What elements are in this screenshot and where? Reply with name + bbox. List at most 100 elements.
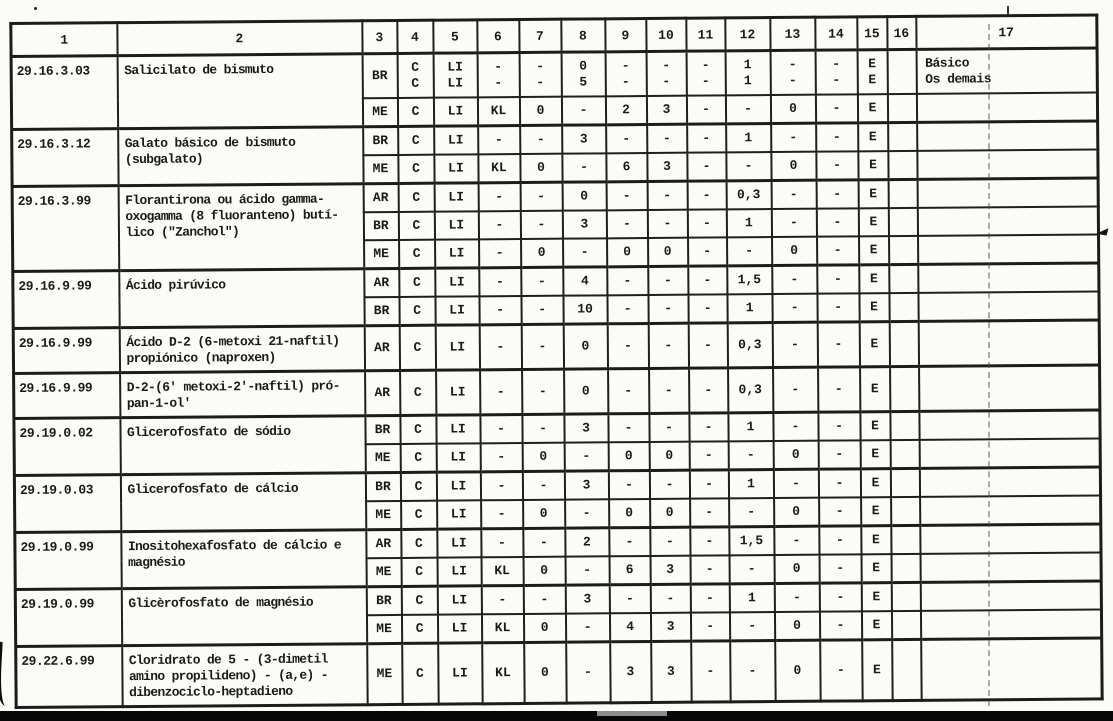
value-cell: 3 <box>650 555 691 585</box>
value-cell <box>887 122 917 152</box>
table-row-group: 29.16.3.12 Galato básico de bismuto (subg… <box>11 120 1099 187</box>
description-cell: Ácido pirúvico <box>118 268 365 328</box>
value-cell: LI <box>435 369 480 416</box>
value-cell: C <box>398 183 435 212</box>
value-cell: - <box>817 366 860 413</box>
code-cell: 29.16.3.99 <box>12 185 119 272</box>
value-cell: KL <box>481 642 525 704</box>
value-cell: - <box>687 294 728 324</box>
table-row-group: 29.19.0.03 Glicerofosfato de cálcio BR C LI -… <box>14 466 1101 533</box>
value-cell: C <box>398 268 435 297</box>
header-cell: 3 <box>361 20 398 54</box>
value-cell: LI <box>435 414 481 444</box>
value-cell: Básico Os demais <box>916 47 1098 94</box>
value-cell: KL <box>481 556 524 586</box>
value-cell: - <box>606 295 649 324</box>
value-cell: - <box>688 322 728 369</box>
value-cell: - <box>479 414 523 444</box>
value-cell: 3 <box>562 210 607 239</box>
value-cell: - <box>647 181 688 211</box>
value-cell: - - <box>770 50 816 96</box>
value-cell: C <box>398 296 436 326</box>
code-cell: 29.19.0.02 <box>13 417 121 476</box>
value-cell: - <box>689 526 730 556</box>
code-cell: 29.22.6.99 <box>15 645 123 708</box>
value-cell: - <box>650 584 691 613</box>
table-row-group: 29.19.0.02 Glicerofosfato de sódio BR C LI - -… <box>13 409 1101 476</box>
value-cell: - <box>478 296 522 325</box>
value-cell <box>888 235 918 265</box>
value-cell: - <box>687 265 727 295</box>
value-cell: - <box>774 583 820 613</box>
value-cell: - <box>564 442 609 472</box>
value-cell: - <box>478 211 521 240</box>
value-cell: - <box>817 321 860 368</box>
value-cell: 6 <box>609 555 651 585</box>
scan-bottom-bar-gray-segment <box>597 711 667 716</box>
value-cell: - <box>609 584 651 614</box>
value-cell: - <box>725 95 771 124</box>
value-cell: - <box>816 264 859 294</box>
market-tag-cell: ME <box>363 239 399 269</box>
ink-speck <box>1007 6 1009 14</box>
value-cell: LI <box>433 154 479 184</box>
value-cell: LI <box>436 500 481 530</box>
market-tag-cell: BR <box>363 296 400 326</box>
value-cell: KL <box>477 154 521 183</box>
value-cell: - <box>688 367 728 414</box>
value-cell: - <box>480 528 524 558</box>
value-cell <box>891 582 921 612</box>
value-cell <box>916 120 1098 151</box>
value-cell <box>888 292 919 322</box>
value-cell: - <box>478 182 521 212</box>
value-cell <box>889 321 919 367</box>
value-cell: - <box>690 640 731 703</box>
market-tag-cell: AR <box>365 529 402 559</box>
table-row-group: 29.16.9.99 Ácido pirúvico AR C LI - -4- - -1,5- -… <box>12 262 1100 329</box>
value-cell: 0 <box>774 554 820 584</box>
value-cell: - <box>728 498 774 527</box>
value-cell: 0 <box>523 613 566 643</box>
value-cell: C C <box>397 53 434 98</box>
value-cell: 0 <box>649 441 690 471</box>
value-cell: 3 <box>565 584 610 614</box>
tariff-table-wrapper: 1 2 3 4 5 6 7 8 9 10 11 12 13 14 15 16 17 29.16.3.03 Sali… <box>9 13 1104 709</box>
value-cell: - <box>816 293 860 323</box>
value-cell: C <box>401 557 438 587</box>
value-cell: - <box>816 208 859 237</box>
value-cell: - - <box>519 52 562 98</box>
value-cell: 0,3 <box>726 180 772 210</box>
value-cell: C <box>399 325 436 371</box>
value-cell: 0 <box>563 368 608 415</box>
value-cell: - <box>690 612 730 642</box>
value-cell <box>916 92 1098 123</box>
value-cell: - <box>522 471 565 500</box>
market-tag-cell: BR <box>365 472 401 502</box>
value-cell: 1 <box>726 294 773 323</box>
value-cell: C <box>401 586 438 615</box>
value-cell: - <box>771 265 817 295</box>
code-cell: 29.16.9.99 <box>12 270 120 329</box>
value-cell: 3 <box>650 612 691 642</box>
value-cell: 3 <box>563 413 609 443</box>
value-cell: C <box>400 529 438 558</box>
value-cell <box>920 637 1103 701</box>
value-cell: 1 <box>725 123 771 153</box>
market-tag-cell: ME <box>362 154 399 184</box>
value-cell: - - <box>686 50 726 96</box>
value-cell: LI <box>434 267 479 297</box>
value-cell: - <box>561 153 607 183</box>
value-cell: - - <box>815 49 858 95</box>
value-cell: E <box>859 366 890 412</box>
value-cell: 1 1 <box>725 50 771 96</box>
value-cell: - <box>772 322 818 368</box>
value-cell: LI <box>436 443 481 473</box>
value-cell <box>917 262 1099 293</box>
market-tag-cell: ME <box>366 643 403 705</box>
value-cell: 0 5 <box>561 51 606 97</box>
value-cell: 0 <box>520 238 563 268</box>
market-tag-cell: ME <box>366 614 402 644</box>
value-cell: E <box>859 321 890 367</box>
value-cell: 0 <box>770 94 816 124</box>
value-cell: LI <box>434 239 479 269</box>
